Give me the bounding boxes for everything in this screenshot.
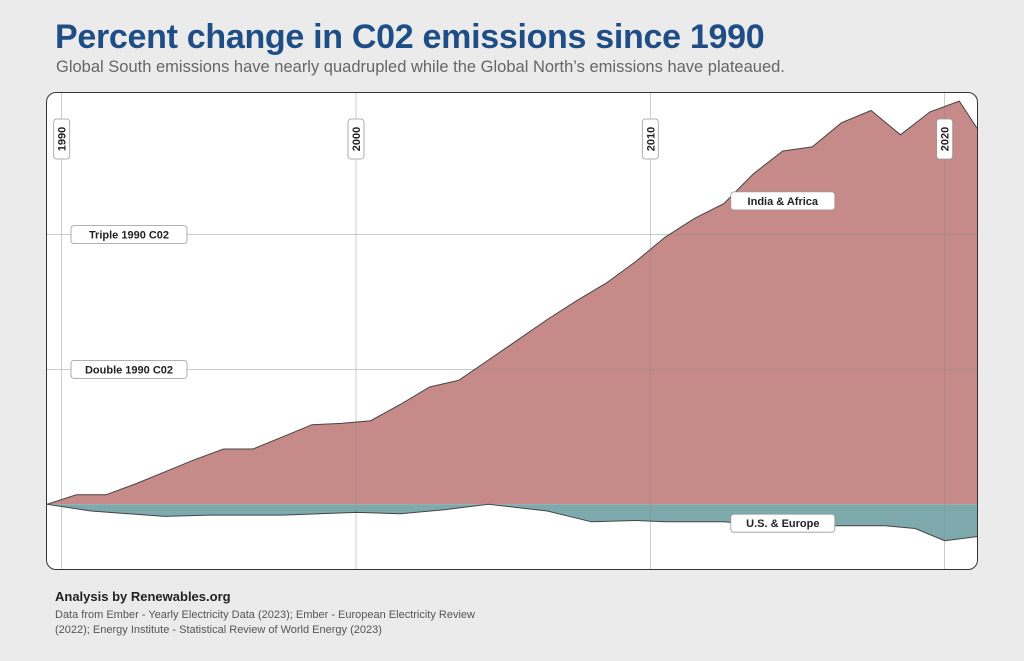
india-africa-area	[47, 101, 977, 505]
x-tick-label: 2010	[645, 127, 657, 151]
chart-title: Percent change in C02 emissions since 19…	[55, 18, 765, 56]
chart-subtitle: Global South emissions have nearly quadr…	[56, 58, 785, 76]
reference-label-100: Double 1990 C02	[85, 364, 173, 376]
us-europe-label: U.S. & Europe	[746, 518, 819, 530]
analysis-credit: Analysis by Renewables.org	[55, 589, 231, 604]
chart-area: 1990 2000 2010 2020 Double 1990 C02 Triple 19…	[46, 92, 978, 570]
india-africa-line	[47, 100, 977, 505]
india-africa-label-box	[730, 191, 836, 211]
us-europe-area	[47, 504, 977, 541]
data-source-note: Data from Ember - Yearly Electricity Dat…	[55, 609, 475, 636]
x-tick-box	[936, 118, 953, 160]
x-tick-1990: 1990	[53, 118, 71, 160]
reference-label-200-box	[70, 225, 188, 245]
x-tick-box	[53, 118, 71, 160]
x-tick-2010: 2010	[641, 118, 659, 160]
emissions-chart: 1990 2000 2010 2020 Double 1990 C02 Triple 19…	[47, 93, 977, 569]
x-tick-label: 2000	[351, 127, 363, 151]
x-tick-label: 2020	[940, 127, 952, 151]
x-tick-box	[347, 118, 365, 160]
x-tick-2020: 2020	[936, 118, 953, 160]
us-europe-label-box	[730, 513, 836, 533]
x-tick-box	[641, 118, 659, 160]
india-africa-label: India & Africa	[748, 196, 819, 208]
x-tick-2000: 2000	[347, 118, 365, 160]
x-tick-label: 1990	[57, 127, 69, 151]
reference-label-200: Triple 1990 C02	[89, 230, 169, 242]
reference-label-100-box	[70, 359, 188, 379]
us-europe-line	[47, 503, 977, 542]
